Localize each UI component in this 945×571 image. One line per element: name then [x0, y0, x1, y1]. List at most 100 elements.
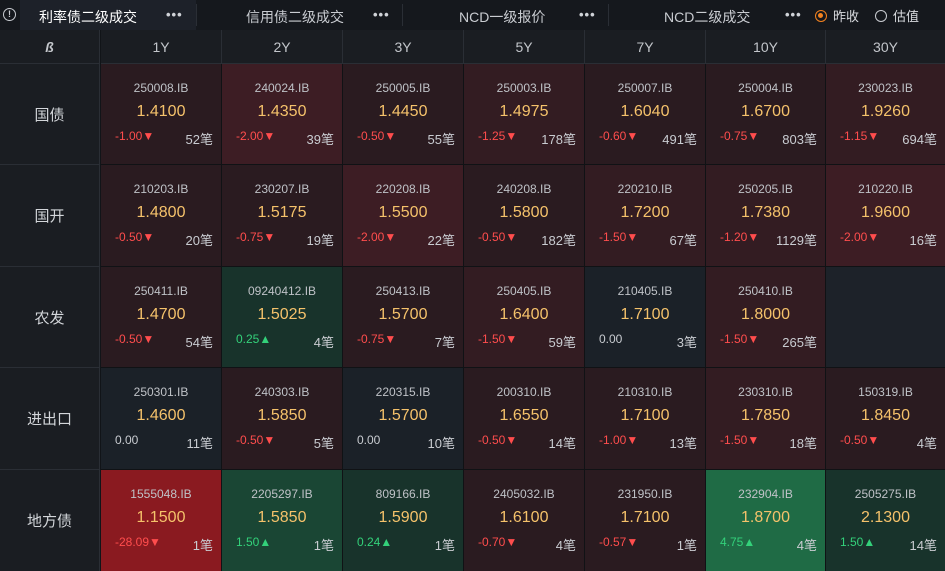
bond-cell[interactable]: 210203.IB 1.4800 -0.50▼ 20笔: [101, 165, 222, 267]
bond-change: -0.50▼: [115, 230, 155, 244]
bond-change: -1.25▼: [478, 129, 518, 143]
bond-code: 220210.IB: [617, 182, 673, 196]
bond-cell[interactable]: 250413.IB 1.5700 -0.75▼ 7笔: [343, 267, 464, 368]
bond-code: 2405032.IB: [493, 487, 555, 501]
trade-count: 20笔: [185, 233, 213, 248]
info-icon[interactable]: !: [3, 8, 16, 21]
bond-cell[interactable]: 250405.IB 1.6400 -1.50▼ 59笔: [464, 267, 585, 368]
bond-code: 250205.IB: [738, 182, 793, 196]
radio-prev-close[interactable]: 昨收: [815, 6, 859, 25]
bond-cell[interactable]: 220315.IB 1.5700 0.00 10笔: [343, 368, 464, 470]
column-header[interactable]: 1Y: [101, 30, 222, 64]
bond-cell[interactable]: 210310.IB 1.7100 -1.00▼ 13笔: [585, 368, 706, 470]
bond-yield: 1.1500: [136, 509, 186, 526]
bond-change: 1.50▲: [840, 535, 876, 549]
tab-rate-bond-secondary[interactable]: 利率债二级成交 •••: [20, 0, 196, 30]
bond-yield: 1.6700: [741, 103, 790, 120]
bond-cell[interactable]: 240208.IB 1.5800 -0.50▼ 182笔: [464, 165, 585, 267]
bond-change: 0.24▲: [357, 535, 393, 549]
bond-change: 0.00: [599, 332, 623, 346]
bond-yield: 1.6100: [499, 509, 549, 526]
row-header: 地方债: [0, 470, 100, 571]
bond-cell[interactable]: 250205.IB 1.7380 -1.20▼ 1129笔: [706, 165, 826, 267]
bond-cell[interactable]: 2505275.IB 2.1300 1.50▲ 14笔: [826, 470, 945, 571]
bond-code: 210310.IB: [617, 385, 673, 399]
bond-change: -0.50▼: [236, 433, 276, 447]
bond-cell[interactable]: 1555048.IB 1.1500 -28.09▼ 1笔: [101, 470, 222, 571]
column-header[interactable]: 3Y: [343, 30, 464, 64]
column-header[interactable]: 5Y: [464, 30, 585, 64]
bond-yield: 2.1300: [861, 509, 910, 526]
bond-cell[interactable]: 200310.IB 1.6550 -0.50▼ 14笔: [464, 368, 585, 470]
bond-cell[interactable]: 220210.IB 1.7200 -1.50▼ 67笔: [585, 165, 706, 267]
bond-cell[interactable]: 230310.IB 1.7850 -1.50▼ 18笔: [706, 368, 826, 470]
tab-divider: [196, 4, 197, 26]
bond-cell[interactable]: 250007.IB 1.6040 -0.60▼ 491笔: [585, 64, 706, 165]
bond-cell[interactable]: 2205297.IB 1.5850 1.50▲ 1笔: [222, 470, 343, 571]
bond-code: 250411.IB: [134, 284, 188, 298]
more-icon[interactable]: •••: [785, 7, 802, 22]
bond-yield: 1.5700: [378, 306, 428, 323]
bond-yield: 1.6040: [620, 103, 670, 120]
bond-code: 210220.IB: [858, 182, 913, 196]
bond-change: -1.00▼: [115, 129, 155, 143]
bond-yield: 1.5500: [378, 204, 428, 221]
bond-change: -1.00▼: [599, 433, 639, 447]
bond-change: -1.50▼: [599, 230, 639, 244]
column-header[interactable]: 30Y: [826, 30, 945, 64]
bond-cell[interactable]: 250003.IB 1.4975 -1.25▼ 178笔: [464, 64, 585, 165]
bond-code: 250413.IB: [375, 284, 431, 298]
trade-count: 39笔: [306, 132, 334, 147]
bond-yield: 1.5850: [257, 509, 307, 526]
column-header[interactable]: 10Y: [706, 30, 826, 64]
tab-ncd-secondary[interactable]: NCD二级成交 •••: [609, 0, 809, 30]
trade-count: 52笔: [185, 132, 213, 147]
bond-cell[interactable]: 232904.IB 1.8700 4.75▲ 4笔: [706, 470, 826, 571]
bond-cell[interactable]: 2405032.IB 1.6100 -0.70▼ 4笔: [464, 470, 585, 571]
bond-cell[interactable]: 250005.IB 1.4450 -0.50▼ 55笔: [343, 64, 464, 165]
bond-cell[interactable]: 809166.IB 1.5900 0.24▲ 1笔: [343, 470, 464, 571]
bond-cell[interactable]: 230207.IB 1.5175 -0.75▼ 19笔: [222, 165, 343, 267]
bond-cell[interactable]: 250411.IB 1.4700 -0.50▼ 54笔: [101, 267, 222, 368]
bond-code: 240208.IB: [496, 182, 552, 196]
bond-cell[interactable]: 250410.IB 1.8000 -1.50▼ 265笔: [706, 267, 826, 368]
tab-ncd-primary-quote[interactable]: NCD一级报价 •••: [403, 0, 608, 30]
trade-count: 7笔: [434, 335, 455, 350]
bond-cell[interactable]: 230023.IB 1.9260 -1.15▼ 694笔: [826, 64, 945, 165]
bond-change: -1.50▼: [478, 332, 518, 346]
bond-code: 231950.IB: [617, 487, 673, 501]
bond-cell[interactable]: 210405.IB 1.7100 0.00 3笔: [585, 267, 706, 368]
more-icon[interactable]: •••: [373, 7, 390, 22]
bond-cell[interactable]: 240303.IB 1.5850 -0.50▼ 5笔: [222, 368, 343, 470]
bond-cell[interactable]: 09240412.IB 1.5025 0.25▲ 4笔: [222, 267, 343, 368]
radio-valuation[interactable]: 估值: [875, 6, 919, 25]
more-icon[interactable]: •••: [166, 7, 183, 22]
bond-yield: 1.7100: [620, 509, 670, 526]
trade-count: 13笔: [669, 436, 697, 451]
bond-cell[interactable]: 150319.IB 1.8450 -0.50▼ 4笔: [826, 368, 945, 470]
bond-cell[interactable]: 250008.IB 1.4100 -1.00▼ 52笔: [101, 64, 222, 165]
bond-code: 250410.IB: [738, 284, 793, 298]
column-header[interactable]: 7Y: [585, 30, 706, 64]
tab-credit-bond-secondary[interactable]: 信用债二级成交 •••: [197, 0, 402, 30]
bond-code: 230310.IB: [738, 385, 793, 399]
row-header: 农发: [0, 267, 100, 368]
bond-cell[interactable]: 240024.IB 1.4350 -2.00▼ 39笔: [222, 64, 343, 165]
trade-count: 22笔: [427, 233, 455, 248]
bond-cell[interactable]: 220208.IB 1.5500 -2.00▼ 22笔: [343, 165, 464, 267]
trade-count: 694笔: [902, 132, 937, 147]
bond-cell[interactable]: 250004.IB 1.6700 -0.75▼ 803笔: [706, 64, 826, 165]
bond-code: 250003.IB: [496, 81, 552, 95]
bond-code: 250008.IB: [133, 81, 189, 95]
trade-count: 178笔: [541, 132, 576, 147]
bond-code: 220315.IB: [375, 385, 431, 399]
bond-code: 250004.IB: [738, 81, 793, 95]
bond-cell[interactable]: 250301.IB 1.4600 0.00 11笔: [101, 368, 222, 470]
tab-label: 信用债二级成交: [246, 9, 344, 25]
bond-cell[interactable]: 231950.IB 1.7100 -0.57▼ 1笔: [585, 470, 706, 571]
bond-cell[interactable]: 210220.IB 1.9600 -2.00▼ 16笔: [826, 165, 945, 267]
more-icon[interactable]: •••: [579, 7, 596, 22]
trade-count: 265笔: [782, 335, 817, 350]
column-header[interactable]: 2Y: [222, 30, 343, 64]
bond-yield: 1.6550: [499, 407, 549, 424]
